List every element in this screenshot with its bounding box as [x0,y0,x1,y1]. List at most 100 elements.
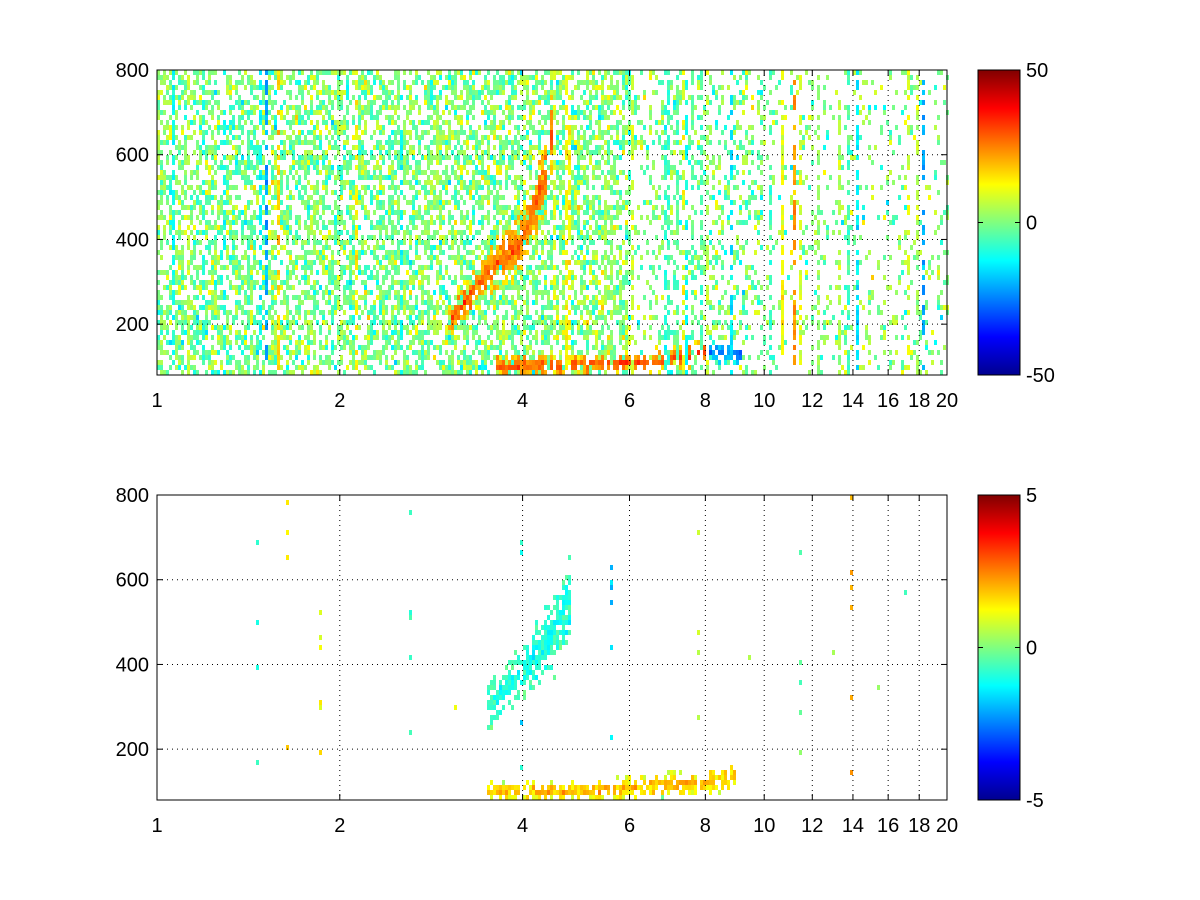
heatmap-cell [184,195,187,200]
heatmap-cell [454,235,457,240]
heatmap-cell [334,70,337,75]
heatmap-cell [442,185,445,190]
heatmap-cell [502,300,505,305]
heatmap-cell [313,335,316,340]
heatmap-cell [379,190,382,195]
heatmap-cell [469,265,472,270]
heatmap-cell [325,125,328,130]
heatmap-cell [562,85,565,90]
heatmap-cell [196,145,199,150]
heatmap-cell [346,255,349,260]
heatmap-cell [217,370,220,375]
heatmap-cell [352,155,355,160]
heatmap-cell [202,335,205,340]
heatmap-cell [448,130,451,135]
heatmap-cell [499,195,502,200]
heatmap-cell [172,105,175,110]
heatmap-cell [511,330,514,335]
heatmap-cell [241,225,244,230]
heatmap-cell [235,340,238,345]
heatmap-cell [244,185,247,190]
heatmap-cell [448,215,451,220]
heatmap-cell [415,95,418,100]
heatmap-cell [262,160,265,165]
heatmap-cell [241,305,244,310]
heatmap-cell [259,325,262,330]
heatmap-cell [361,250,364,255]
heatmap-cell [376,355,379,360]
heatmap-cell [376,285,379,290]
heatmap-cell [298,340,301,345]
heatmap-cell [193,100,196,105]
heatmap-cell [451,280,454,285]
heatmap-cell [460,105,463,110]
heatmap-cell [271,300,274,305]
heatmap-cell [529,240,532,245]
heatmap-cell [199,325,202,330]
heatmap-cell [355,365,358,370]
heatmap-cell [433,245,436,250]
heatmap-cell [295,235,298,240]
heatmap-cell [313,80,316,85]
heatmap-cell [502,225,505,230]
heatmap-cell [499,370,502,375]
heatmap-cell [475,360,478,365]
heatmap-cell [172,120,175,125]
heatmap-cell [202,120,205,125]
heatmap-cell [298,225,301,230]
heatmap-cell [310,230,313,235]
heatmap-cell [220,280,223,285]
heatmap-cell [265,235,268,240]
heatmap-cell [547,95,550,100]
heatmap-cell [400,335,403,340]
heatmap-cell [373,80,376,85]
heatmap-cell [193,365,196,370]
heatmap-cell [391,255,394,260]
heatmap-cell [493,135,496,140]
heatmap-cell [472,100,475,105]
heatmap-cell [541,305,544,310]
heatmap-cell [268,100,271,105]
heatmap-cell [403,180,406,185]
heatmap-cell [550,265,553,270]
heatmap-cell [454,230,457,235]
heatmap-cell [481,350,484,355]
heatmap-cell [307,140,310,145]
heatmap-cell [169,205,172,210]
heatmap-cell [457,175,460,180]
heatmap-cell [403,125,406,130]
heatmap-cell [193,345,196,350]
heatmap-cell [565,260,568,265]
heatmap-cell [454,75,457,80]
heatmap-cell [346,95,349,100]
heatmap-cell [178,225,181,230]
heatmap-cell [283,230,286,235]
heatmap-cell [517,295,520,300]
heatmap-cell [448,255,451,260]
heatmap-cell [574,250,577,255]
heatmap-cell [385,250,388,255]
heatmap-cell [259,120,262,125]
heatmap-cell [457,115,460,120]
heatmap-cell [505,350,508,355]
heatmap-cell [499,90,502,95]
heatmap-cell [391,230,394,235]
heatmap-cell [511,160,514,165]
heatmap-cell [334,145,337,150]
heatmap-cell [583,300,586,305]
heatmap-cell [223,190,226,195]
heatmap-cell [439,70,442,75]
heatmap-cell [493,155,496,160]
heatmap-cell [466,85,469,90]
heatmap-cell [370,70,373,75]
heatmap-cell [415,335,418,340]
heatmap-cell [250,200,253,205]
heatmap-cell [406,305,409,310]
heatmap-cell [505,70,508,75]
heatmap-cell [205,370,208,375]
heatmap-cell [355,125,358,130]
heatmap-cell [556,160,559,165]
heatmap-cell [364,95,367,100]
heatmap-cell [187,305,190,310]
heatmap-cell [409,240,412,245]
